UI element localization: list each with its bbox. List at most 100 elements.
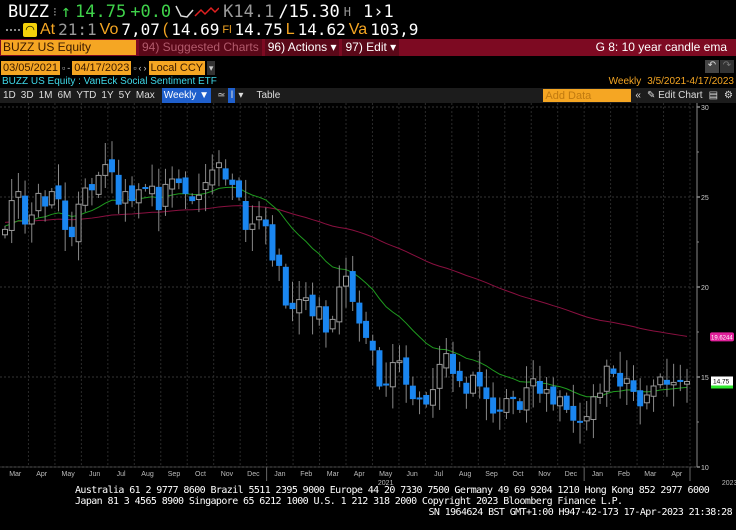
- undo-button[interactable]: ↶: [705, 60, 719, 73]
- month-tick-label: Jun: [407, 471, 418, 478]
- candle-up: [95, 174, 102, 195]
- candle-up: [135, 189, 142, 204]
- chart-type-icon[interactable]: ≃: [217, 90, 226, 101]
- month-tick-label: Jul: [434, 471, 443, 478]
- candle-up: [670, 381, 677, 386]
- candle-up: [296, 299, 303, 314]
- month-tick-label: Nov: [221, 471, 234, 478]
- currency-dropdown-icon[interactable]: ▾: [207, 61, 216, 75]
- range-button-1y[interactable]: 1Y: [101, 90, 114, 101]
- high-label: Fl: [222, 24, 232, 36]
- candle-up: [543, 389, 550, 394]
- candle-down: [356, 302, 363, 324]
- candle-up: [470, 374, 477, 394]
- year-tick-label: 2021: [378, 480, 394, 485]
- pencil-icon: ✎: [646, 90, 656, 101]
- date-separator: -: [67, 63, 71, 73]
- page-indicator[interactable]: 1›1: [363, 2, 394, 22]
- more-dropdown-icon[interactable]: ▾: [238, 90, 244, 101]
- candle-down: [376, 350, 383, 387]
- candle-up: [336, 286, 343, 323]
- end-date-input[interactable]: 04/17/2023: [72, 61, 132, 75]
- edit-chart-label: Edit Chart: [658, 90, 703, 101]
- last-price: 14.75: [75, 2, 127, 22]
- add-data-input[interactable]: Add Data: [543, 89, 632, 102]
- candle-down: [483, 387, 490, 400]
- period-range: 3/5/2021-4/17/2023: [647, 76, 734, 87]
- candle-down: [309, 294, 316, 317]
- security-input[interactable]: BUZZ US Equity: [1, 40, 136, 55]
- actions-menu[interactable]: 96) Actions ▾: [264, 39, 340, 56]
- start-date-input[interactable]: 03/05/2021: [1, 61, 61, 75]
- dots-icon: [6, 29, 20, 31]
- candle-down: [476, 371, 483, 387]
- month-tick-label: Apr: [671, 471, 683, 478]
- calendar-icon[interactable]: ▫: [133, 63, 137, 73]
- edit-menu[interactable]: 97) Edit ▾: [342, 39, 400, 56]
- collapse-icon[interactable]: «: [635, 90, 641, 101]
- candle-up: [590, 396, 597, 420]
- month-tick-label: Apr: [36, 471, 48, 478]
- range-button-max[interactable]: Max: [135, 90, 155, 101]
- candle-down: [369, 340, 376, 351]
- gear-icon[interactable]: ⚙: [724, 90, 733, 101]
- y-tick-label: 10: [701, 465, 709, 472]
- frequency-select[interactable]: Weekly ▼: [161, 88, 212, 103]
- candle-up: [15, 191, 22, 198]
- candle-down: [496, 409, 503, 412]
- candle-up: [583, 416, 590, 422]
- sparkline-icon: [175, 5, 220, 18]
- candle-down: [516, 401, 523, 410]
- range-button-6m[interactable]: 6M: [57, 90, 72, 101]
- range-button-5y[interactable]: 5Y: [118, 90, 131, 101]
- value-label: Va: [348, 21, 368, 38]
- table-button[interactable]: Table: [256, 90, 281, 101]
- candle-down: [155, 186, 162, 211]
- candle-down: [55, 185, 62, 200]
- price-chart[interactable]: Mar Apr May Jun Jul Aug Sep Oct Nov Dec Jan Feb Mar A…: [0, 103, 736, 485]
- month-tick-label: Mar: [9, 471, 22, 478]
- candle-up: [436, 363, 443, 389]
- ticker: BUZZ: [8, 2, 49, 22]
- candle-up: [195, 194, 202, 200]
- candle-up: [657, 376, 664, 386]
- legend-icon[interactable]: ▤: [708, 90, 719, 101]
- candle-up: [215, 162, 222, 169]
- candle-down: [570, 405, 577, 421]
- candle-up: [389, 362, 396, 388]
- calendar-icon[interactable]: ▫: [62, 63, 66, 73]
- range-button-ytd[interactable]: YTD: [76, 90, 97, 101]
- chart-name: G 8: 10 year candle ema: [595, 40, 727, 54]
- candle-down: [222, 168, 229, 180]
- toolbar-left: 1D 3D 1M 6M YTD 1Y 5Y Max Weekly ▼ ≃ ⵏ ▾ Table: [1, 88, 282, 103]
- open-label: (: [162, 21, 169, 38]
- redo-button[interactable]: ↷: [720, 60, 734, 73]
- range-button-1m[interactable]: 1M: [38, 90, 53, 101]
- month-tick-label: Mar: [327, 471, 340, 478]
- range-button-1d[interactable]: 1D: [3, 90, 16, 101]
- candle-down: [262, 219, 269, 227]
- range-button-3d[interactable]: 3D: [20, 90, 34, 101]
- candle-up: [503, 398, 510, 413]
- candle-icon[interactable]: ⵏ: [228, 88, 236, 103]
- candle-up: [523, 387, 530, 411]
- y-tick-label: 20: [701, 285, 709, 292]
- suggested-charts-button[interactable]: 94) Suggested Charts: [139, 39, 262, 56]
- volume: 7,07: [121, 20, 160, 39]
- candle-down: [88, 184, 95, 191]
- quote-line-1: BUZZ ⁝ ↑ 14.75 +0.0 K14.1 /15.30 H 1›1: [8, 2, 394, 22]
- prev-period-button[interactable]: ‹: [138, 63, 142, 73]
- ema-long-line: [4, 205, 688, 337]
- month-tick-label: Jan: [592, 471, 603, 478]
- range-high: /15.30: [278, 2, 340, 22]
- candle-down: [463, 382, 470, 394]
- candle-down: [175, 178, 182, 184]
- candle-down: [630, 380, 637, 392]
- currency-select[interactable]: Local CCY: [148, 61, 206, 75]
- candle-down: [182, 177, 189, 194]
- period-info: Weekly 3/5/2021-4/17/2023: [609, 76, 734, 87]
- edit-chart-button[interactable]: ✎ Edit Chart: [645, 88, 705, 103]
- month-tick-label: Oct: [195, 471, 206, 478]
- candle-up: [556, 396, 563, 407]
- next-period-button[interactable]: ›: [143, 63, 147, 73]
